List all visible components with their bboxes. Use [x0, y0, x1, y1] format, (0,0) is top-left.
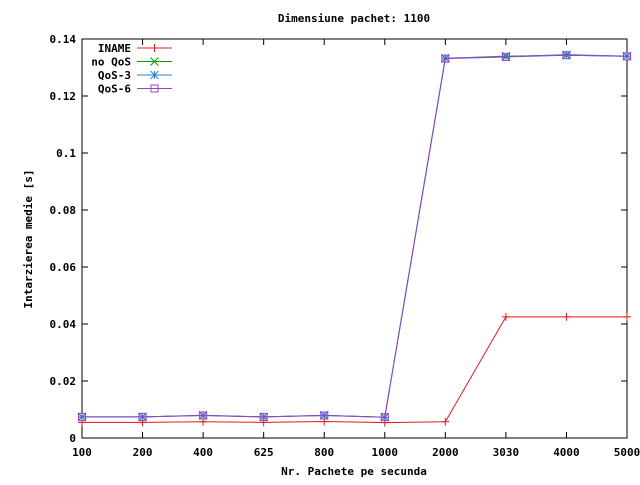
- y-tick-label: 0.14: [50, 33, 77, 46]
- x-tick-label: 1000: [372, 446, 399, 459]
- chart-title: Dimensiune pachet: 1100: [278, 12, 430, 25]
- series-line: [82, 55, 627, 417]
- plot-area-frame: [82, 39, 627, 438]
- series-no-qos: [78, 51, 631, 421]
- x-axis-label: Nr. Pachete pe secunda: [281, 465, 427, 478]
- y-tick-label: 0: [69, 432, 76, 445]
- x-tick-label: 2000: [432, 446, 459, 459]
- point-marker: [151, 44, 159, 52]
- axis-ticks: 0 0.02 0.04 0.06 0.08 0.1 0.12 0.14 100 200 400 625…: [50, 33, 640, 459]
- y-tick-label: 0.08: [50, 204, 77, 217]
- series-layer: [78, 51, 631, 427]
- point-marker: [502, 313, 510, 321]
- x-tick-label: 5000: [614, 446, 640, 459]
- x-tick-label: 200: [133, 446, 153, 459]
- y-tick-label: 0.06: [50, 261, 77, 274]
- series-iname: [78, 313, 631, 427]
- legend-label: INAME: [98, 42, 131, 55]
- x-tick-label: 100: [72, 446, 92, 459]
- point-marker: [623, 313, 631, 321]
- x-tick-label: 625: [254, 446, 274, 459]
- y-tick-label: 0.12: [50, 90, 77, 103]
- point-marker: [562, 313, 570, 321]
- point-marker: [441, 418, 449, 426]
- legend-label: no QoS: [91, 56, 131, 69]
- x-tick-label: 3030: [493, 446, 520, 459]
- legend-label: QoS-6: [98, 83, 131, 96]
- x-tick-label: 400: [193, 446, 213, 459]
- y-tick-label: 0.1: [56, 147, 76, 160]
- y-tick-label: 0.02: [50, 375, 77, 388]
- x-tick-label: 800: [314, 446, 334, 459]
- series-line: [82, 55, 627, 418]
- y-axis-label: Intarzierea medie [s]: [22, 169, 35, 308]
- x-tick-label: 4000: [553, 446, 580, 459]
- series-qos-3: [78, 51, 631, 422]
- series-qos-6: [79, 52, 631, 421]
- series-line: [82, 55, 627, 417]
- point-marker: [151, 71, 159, 79]
- y-tick-label: 0.04: [50, 318, 77, 331]
- series-line: [82, 317, 627, 423]
- legend-label: QoS-3: [98, 69, 131, 82]
